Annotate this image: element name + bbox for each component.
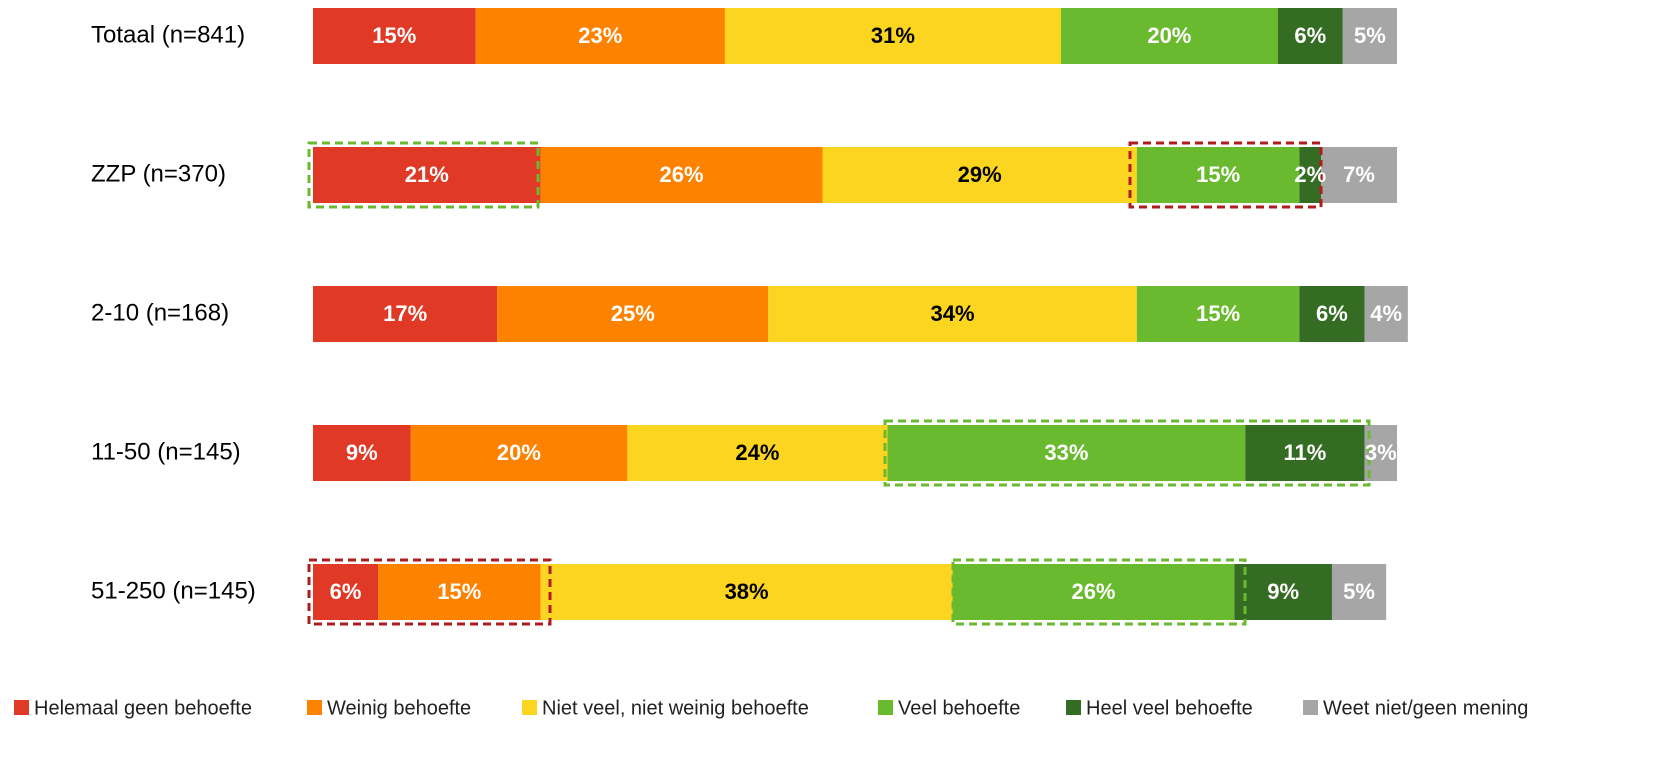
legend-label: Weinig behoefte (327, 697, 471, 719)
value-label: 4% (1370, 301, 1402, 326)
bar-segment (475, 8, 725, 64)
value-label: 5% (1343, 579, 1375, 604)
category-label: 2-10 (n=168) (91, 299, 229, 326)
value-label: 20% (497, 440, 541, 465)
category-label: Totaal (n=841) (91, 21, 245, 48)
bar-segment (540, 147, 823, 203)
bar-segment (497, 286, 769, 342)
value-label: 3% (1365, 440, 1397, 465)
value-label: 26% (660, 162, 704, 187)
category-label: ZZP (n=370) (91, 160, 226, 187)
bar-segment (822, 147, 1137, 203)
bar-segment (313, 425, 411, 481)
bar-segment (540, 564, 953, 620)
legend-label: Niet veel, niet weinig behoefte (542, 697, 809, 719)
legend-label: Weet niet/geen mening (1323, 697, 1528, 719)
value-label: 15% (437, 579, 481, 604)
legend-label: Helemaal geen behoefte (34, 697, 252, 719)
bar-segment (1245, 425, 1365, 481)
bar-segment (1321, 147, 1397, 203)
legend-swatch (307, 700, 322, 715)
value-label: 9% (1267, 579, 1299, 604)
value-label: 5% (1354, 23, 1386, 48)
highlight-box (307, 558, 552, 626)
value-label: 17% (383, 301, 427, 326)
legend-label: Heel veel behoefte (1086, 697, 1253, 719)
value-label: 25% (611, 301, 655, 326)
bars (313, 8, 1408, 620)
value-label: 29% (958, 162, 1002, 187)
value-label: 11% (1283, 440, 1326, 465)
legend-swatch (522, 700, 537, 715)
highlights (307, 141, 1371, 626)
bar-segment (627, 425, 888, 481)
bar-segment (1364, 286, 1408, 342)
highlight-box (883, 419, 1371, 487)
value-label: 6% (330, 579, 362, 604)
value-label: 24% (735, 440, 779, 465)
category-label: 51-250 (n=145) (91, 577, 256, 604)
value-label: 38% (725, 579, 769, 604)
bar-segment (378, 564, 541, 620)
bar-segment (1136, 286, 1300, 342)
bar-segment (1277, 8, 1343, 64)
bar-segment (1299, 286, 1365, 342)
value-label: 15% (372, 23, 416, 48)
bar-segment (1331, 564, 1387, 620)
bar-segment (313, 147, 541, 203)
value-label: 33% (1044, 440, 1088, 465)
highlight-box (1128, 141, 1323, 209)
value-label: 2% (1294, 162, 1326, 187)
value-label: 15% (1196, 162, 1240, 187)
legend-swatch (14, 700, 29, 715)
bar-segment (1234, 564, 1332, 620)
bar-segment (1060, 8, 1278, 64)
bar-segment (313, 286, 498, 342)
bar-segment (1342, 8, 1397, 64)
bar-segment (1136, 147, 1300, 203)
value-label: 9% (346, 440, 378, 465)
legend-swatch (1303, 700, 1318, 715)
value-label: 26% (1071, 579, 1115, 604)
value-label: 31% (871, 23, 915, 48)
value-label: 23% (578, 23, 622, 48)
bar-segment (952, 564, 1235, 620)
bar-segment (313, 8, 476, 64)
value-label: 7% (1343, 162, 1375, 187)
bar-segment (724, 8, 1061, 64)
bar-segment (410, 425, 628, 481)
value-label: 20% (1147, 23, 1191, 48)
value-label: 34% (931, 301, 975, 326)
legend-swatch (878, 700, 893, 715)
value-label: 6% (1316, 301, 1348, 326)
category-label: 11-50 (n=145) (91, 438, 241, 465)
value-label: 21% (405, 162, 449, 187)
legend-label: Veel behoefte (898, 697, 1020, 719)
highlight-box (307, 141, 540, 209)
bar-segment (313, 564, 379, 620)
value-label: 6% (1294, 23, 1326, 48)
highlight-box (951, 558, 1247, 626)
legend-swatch (1066, 700, 1081, 715)
bar-segment (768, 286, 1137, 342)
bar-segment (887, 425, 1246, 481)
bar-segment (1299, 147, 1322, 203)
value-label: 15% (1196, 301, 1240, 326)
